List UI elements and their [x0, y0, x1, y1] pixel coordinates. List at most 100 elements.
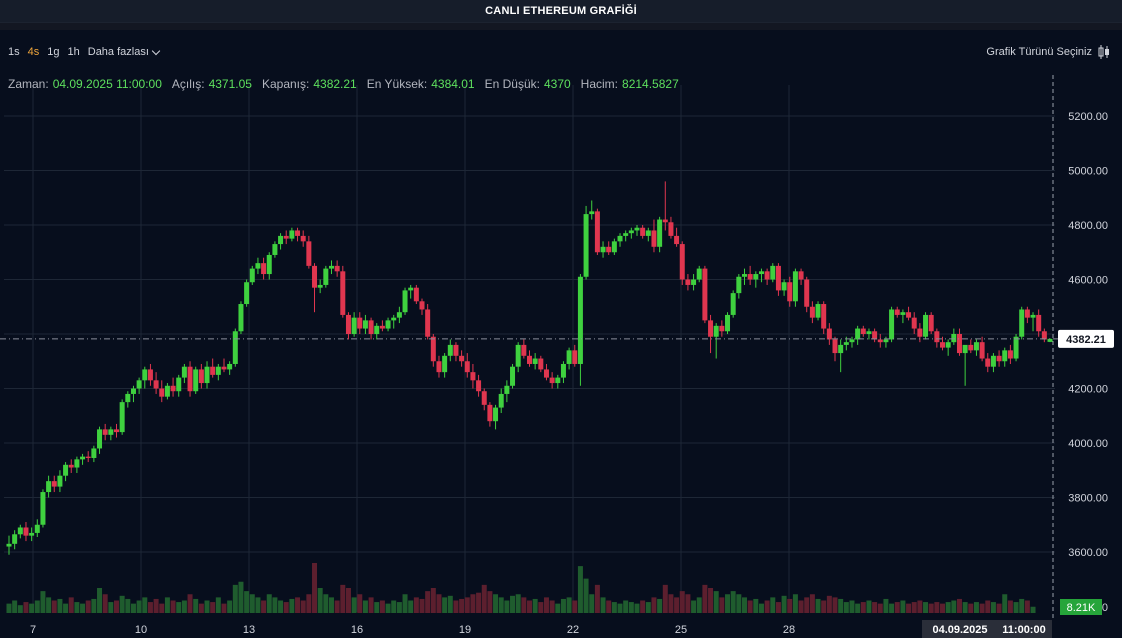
candle-body	[708, 320, 714, 337]
candle-body	[781, 282, 787, 291]
candle-body	[80, 456, 86, 460]
candle-body	[1013, 336, 1019, 359]
candle-body	[900, 312, 906, 315]
candle-body	[894, 309, 900, 315]
candle-body	[883, 339, 889, 343]
candle-body	[1007, 350, 1013, 359]
more-timeframes-button[interactable]: Daha fazlası	[88, 46, 161, 58]
volume-bar	[328, 597, 334, 613]
volume-bar	[758, 603, 764, 613]
candle-body	[1047, 338, 1053, 342]
candle-body	[204, 366, 210, 384]
candle-body	[85, 456, 91, 458]
candle-body	[176, 377, 182, 392]
candle-body	[391, 317, 397, 321]
candle-body	[996, 355, 1002, 362]
timeframe-1s[interactable]: 1s	[8, 46, 20, 58]
volume-bar	[764, 600, 770, 613]
candle-body	[244, 282, 250, 305]
volume-bar	[46, 597, 52, 613]
volume-bar	[594, 584, 600, 613]
candle-body	[97, 429, 103, 449]
candle-body	[617, 235, 623, 242]
volume-bar	[725, 594, 731, 613]
candle-body	[583, 214, 589, 277]
candle-body	[12, 534, 18, 544]
volume-bar	[357, 594, 363, 613]
candle-body	[476, 380, 482, 392]
candle-body	[142, 369, 148, 381]
volume-bar	[91, 598, 97, 613]
candle-body	[317, 284, 323, 288]
volume-bar	[204, 600, 210, 613]
volume-bar	[826, 595, 832, 613]
crosshair-date-label: 04.09.2025	[932, 624, 987, 636]
candle-body	[408, 287, 414, 291]
candle-body	[951, 334, 957, 343]
timeframe-1h[interactable]: 1h	[67, 46, 80, 58]
volume-bar	[674, 597, 680, 613]
candle-body	[210, 366, 216, 375]
volume-bar	[12, 600, 18, 613]
candle-body	[906, 312, 912, 318]
candle-body	[351, 317, 357, 334]
candle-body	[798, 271, 804, 280]
candle-body	[634, 227, 640, 231]
volume-bar	[283, 602, 289, 613]
volume-bar	[815, 598, 821, 613]
volume-bar	[945, 602, 951, 613]
volume-bar	[198, 603, 204, 613]
volume-bar	[300, 600, 306, 613]
volume-bar	[543, 597, 549, 613]
candle-body	[136, 380, 142, 389]
candle-body	[934, 331, 940, 343]
volume-bar	[736, 594, 742, 613]
legend-high-value: 4384.01	[431, 77, 475, 91]
legend-open-value: 4371.05	[208, 77, 252, 91]
candle-body	[23, 527, 29, 536]
chart-type-selector[interactable]: Grafik Türünü Seçiniz	[986, 44, 1110, 60]
candle-body	[645, 230, 651, 236]
volume-bar	[408, 600, 414, 613]
candle-body	[532, 358, 538, 364]
volume-bar	[402, 594, 408, 613]
volume-bar	[1002, 594, 1008, 613]
legend-open-label: Açılış:	[171, 77, 205, 91]
candle-body	[487, 404, 493, 422]
volume-bar	[798, 600, 804, 613]
volume-bar	[193, 598, 199, 613]
timeframe-4s[interactable]: 4s	[27, 46, 40, 58]
x-tick-label: 25	[675, 624, 687, 636]
candle-body	[328, 265, 334, 269]
candle-body	[379, 325, 385, 329]
candle-body	[889, 309, 895, 340]
candle-body	[300, 235, 306, 242]
volume-bar	[1030, 606, 1036, 613]
volume-bar	[40, 591, 46, 613]
volume-bar	[249, 594, 255, 613]
volume-bar	[425, 591, 431, 613]
candle-body	[147, 369, 153, 381]
timeframe-1g[interactable]: 1g	[47, 46, 60, 58]
volume-bar	[985, 600, 991, 613]
y-tick-label: 4800.00	[1068, 220, 1108, 232]
legend-volume-label: Hacim:	[580, 77, 619, 91]
y-tick-label: 5000.00	[1068, 166, 1108, 178]
volume-bar	[374, 602, 380, 613]
candle-body	[1002, 350, 1008, 362]
legend-low-label: En Düşük:	[484, 77, 540, 91]
y-tick-label: 4000.00	[1068, 438, 1108, 450]
volume-bar	[345, 588, 351, 613]
candle-body	[215, 366, 221, 375]
candle-body	[255, 263, 261, 269]
candle-body	[968, 344, 974, 351]
x-tick-label: 22	[567, 624, 579, 636]
volume-bar	[29, 603, 35, 613]
volume-bar	[934, 602, 940, 613]
legend-close-value: 4382.21	[313, 77, 357, 91]
volume-bar	[464, 597, 470, 613]
volume-bar	[832, 597, 838, 613]
volume-bar	[583, 578, 589, 613]
candle-body	[170, 385, 176, 392]
